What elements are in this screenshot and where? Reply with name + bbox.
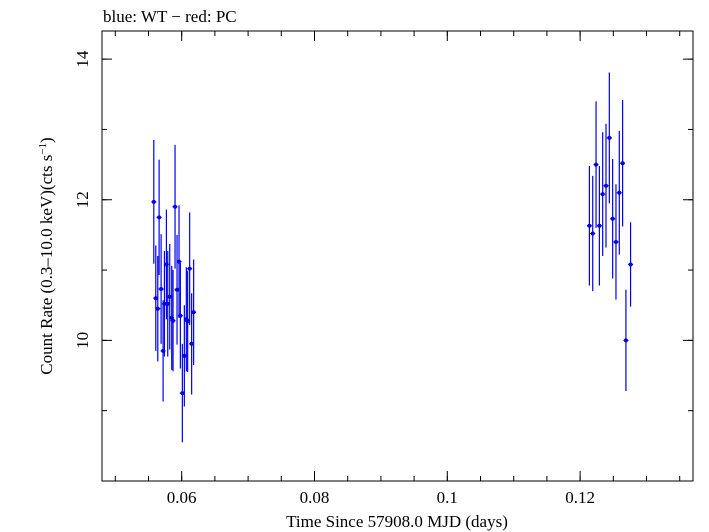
data-point <box>606 72 612 204</box>
point-marker <box>165 301 170 306</box>
point-marker <box>597 223 602 228</box>
point-marker <box>189 341 194 346</box>
y-tick-label: 12 <box>73 191 92 208</box>
y-axis-label-close: ) <box>37 137 56 143</box>
y-axis-label-main: Count Rate (0.3–10.0 keV)(cts s <box>37 155 56 375</box>
axis-ticks <box>102 31 693 482</box>
data-point <box>590 175 596 292</box>
data-point <box>179 343 185 443</box>
data-point <box>170 270 176 372</box>
data-point <box>620 99 626 227</box>
point-marker <box>159 287 164 292</box>
data-point <box>187 212 193 325</box>
point-marker <box>182 353 187 358</box>
data-point <box>628 222 634 307</box>
y-tick-label: 10 <box>73 332 92 349</box>
point-marker <box>623 338 628 343</box>
point-marker <box>617 190 622 195</box>
point-marker <box>620 161 625 166</box>
point-marker <box>185 319 190 324</box>
point-marker <box>167 294 172 299</box>
data-point <box>586 166 592 286</box>
chart-title: blue: WT − red: PC <box>103 7 237 26</box>
data-point <box>596 166 602 286</box>
data-point <box>623 289 629 391</box>
data-point <box>172 144 178 269</box>
data-point <box>151 139 157 264</box>
data-point <box>155 256 161 362</box>
point-marker <box>590 231 595 236</box>
data-point <box>600 132 606 256</box>
data-point <box>603 123 609 248</box>
data-point <box>613 184 619 300</box>
point-marker <box>153 296 158 301</box>
point-marker <box>587 223 592 228</box>
data-point <box>191 259 197 365</box>
y-axis-label-superscript: −1 <box>37 143 49 155</box>
data-point <box>177 263 183 369</box>
y-axis-label: Count Rate (0.3–10.0 keV)(cts s−1) <box>37 137 56 374</box>
point-marker <box>610 216 615 221</box>
x-axis-label: Time Since 57908.0 MJD (days) <box>286 512 508 531</box>
point-marker <box>175 287 180 292</box>
point-marker <box>171 318 176 323</box>
y-tick-label: 14 <box>73 50 92 68</box>
x-tick-label: 0.12 <box>565 488 595 507</box>
point-marker <box>613 239 618 244</box>
data-points <box>151 72 634 443</box>
point-marker <box>191 310 196 315</box>
point-marker <box>157 215 162 220</box>
point-marker <box>187 266 192 271</box>
point-marker <box>607 135 612 140</box>
data-point <box>156 159 162 275</box>
data-point <box>176 205 182 318</box>
point-marker <box>594 162 599 167</box>
data-point <box>616 130 622 255</box>
data-point <box>167 244 173 350</box>
point-marker <box>628 262 633 267</box>
point-marker <box>151 199 156 204</box>
point-marker <box>180 391 185 396</box>
data-point <box>158 234 164 344</box>
data-point <box>610 158 616 279</box>
data-point <box>593 101 599 228</box>
point-marker <box>173 204 178 209</box>
x-tick-label: 0.06 <box>167 488 197 507</box>
axis-tick-labels: 0.06 0.08 0.1 0.12 10 12 14 <box>73 50 595 507</box>
point-marker <box>178 313 183 318</box>
plot-frame <box>101 30 694 482</box>
x-tick-label: 0.1 <box>437 488 458 507</box>
x-tick-label: 0.08 <box>300 488 330 507</box>
data-point <box>153 245 159 351</box>
point-marker <box>604 183 609 188</box>
point-marker <box>600 192 605 197</box>
point-marker <box>177 259 182 264</box>
point-marker <box>162 301 167 306</box>
point-marker <box>155 306 160 311</box>
